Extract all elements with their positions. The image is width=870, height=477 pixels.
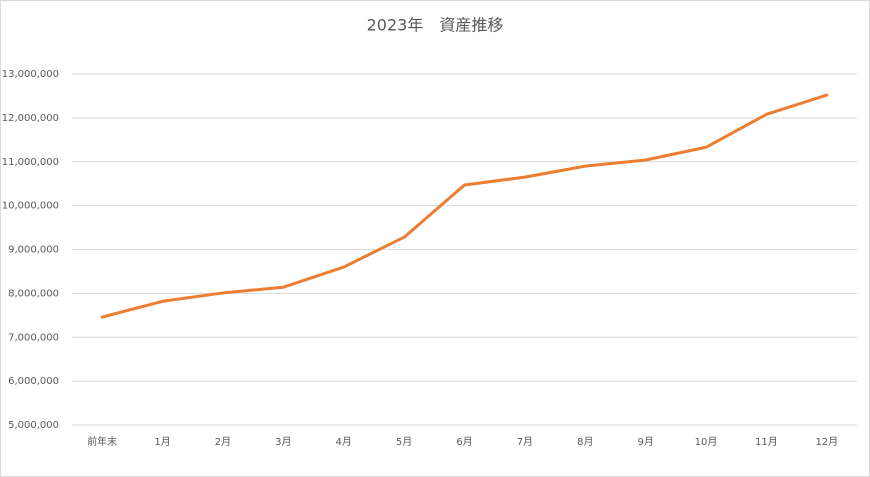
- y-tick-label: 5,000,000: [8, 420, 59, 431]
- y-tick-label: 8,000,000: [8, 288, 59, 299]
- x-tick-label: 前年末: [87, 435, 117, 448]
- x-tick-label: 8月: [577, 436, 593, 448]
- x-tick-label: 11月: [755, 436, 778, 448]
- x-tick-label: 9月: [637, 436, 653, 448]
- y-tick-label: 7,000,000: [8, 332, 59, 343]
- x-tick-label: 2月: [215, 436, 231, 448]
- y-tick-label: 6,000,000: [8, 376, 59, 387]
- x-tick-label: 12月: [815, 436, 838, 448]
- y-tick-label: 11,000,000: [2, 157, 59, 168]
- x-tick-label: 6月: [456, 436, 472, 448]
- x-tick-label: 3月: [275, 436, 291, 448]
- y-tick-label: 9,000,000: [8, 245, 59, 256]
- y-tick-label: 13,000,000: [2, 69, 59, 80]
- x-tick-label: 1月: [154, 436, 170, 448]
- x-tick-label: 4月: [336, 436, 352, 448]
- chart-title: 2023年 資産推移: [367, 16, 504, 35]
- y-tick-label: 12,000,000: [2, 113, 59, 124]
- y-tick-label: 10,000,000: [2, 201, 59, 212]
- data-line: [100, 93, 829, 319]
- x-tick-label: 10月: [695, 436, 718, 448]
- x-tick-label: 7月: [517, 436, 533, 448]
- x-tick-label: 5月: [396, 436, 412, 448]
